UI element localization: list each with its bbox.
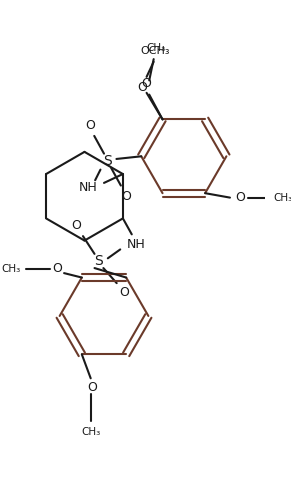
Text: O: O <box>236 191 246 204</box>
Text: S: S <box>103 154 112 168</box>
Text: O: O <box>71 219 81 232</box>
Text: S: S <box>95 254 103 268</box>
Text: CH₃: CH₃ <box>274 193 291 202</box>
Text: O: O <box>119 286 129 298</box>
Text: O: O <box>85 119 95 132</box>
Text: CH₃: CH₃ <box>147 44 166 53</box>
Text: OCH₃: OCH₃ <box>141 46 170 56</box>
Text: O: O <box>52 262 62 275</box>
Text: O: O <box>142 77 152 91</box>
Text: O: O <box>137 81 147 94</box>
Text: CH₃: CH₃ <box>81 426 100 437</box>
Text: CH₃: CH₃ <box>1 264 20 274</box>
Text: NH: NH <box>79 181 97 194</box>
Text: O: O <box>121 190 131 203</box>
Text: O: O <box>88 381 97 393</box>
Text: NH: NH <box>127 239 146 251</box>
